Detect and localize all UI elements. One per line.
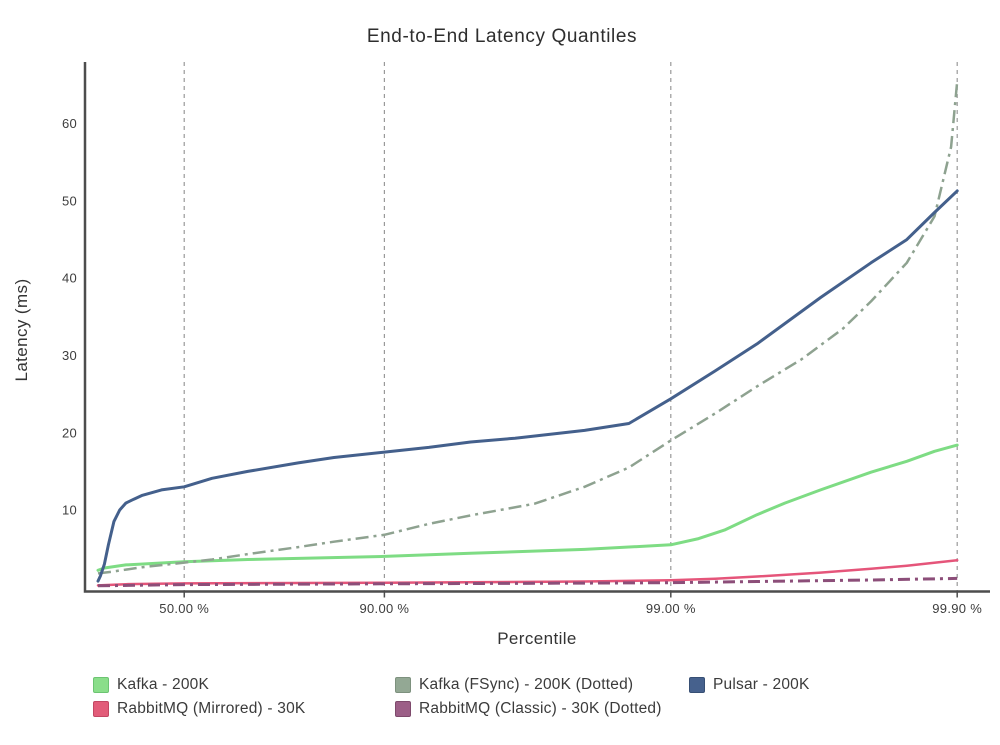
y-tick-label: 10 — [62, 503, 77, 518]
legend-item-kafka-fsync-200k-dotted[interactable]: Kafka (FSync) - 200K (Dotted) — [395, 676, 633, 694]
legend-item-rabbitmq-classic-30k-dotted[interactable]: RabbitMQ (Classic) - 30K (Dotted) — [395, 700, 662, 718]
x-tick-label: 99.90 % — [932, 601, 982, 616]
y-tick-label: 30 — [62, 348, 77, 363]
chart-title: End-to-End Latency Quantiles — [367, 26, 637, 47]
series-line-kafka-fsync-200k-dotted — [97, 81, 959, 575]
legend-swatch-pulsar-200k — [689, 677, 705, 693]
legend-item-pulsar-200k[interactable]: Pulsar - 200K — [689, 676, 810, 694]
x-tick-label: 99.00 % — [646, 601, 696, 616]
y-tick-label: 50 — [62, 193, 77, 208]
legend-item-rabbitmq-mirrored-30k[interactable]: RabbitMQ (Mirrored) - 30K — [93, 700, 305, 718]
series-line-pulsar-200k — [96, 189, 959, 583]
legend-swatch-kafka-200k — [93, 677, 109, 693]
y-axis-title: Latency (ms) — [12, 278, 31, 381]
x-tick-label: 90.00 % — [359, 601, 409, 616]
legend-label: Kafka - 200K — [117, 676, 210, 693]
series-line-rabbitmq-classic-30k-dotted — [97, 576, 958, 588]
legend-label: RabbitMQ (Mirrored) - 30K — [117, 700, 306, 717]
y-tick-label: 20 — [62, 425, 77, 440]
series-layer — [96, 81, 959, 588]
legend-swatch-rabbitmq-classic-30k-dotted — [395, 701, 411, 717]
gridlines-layer — [183, 62, 958, 592]
tick-labels-layer: 50.00 % 90.00 % 99.00 % 99.90 % 10 20 30 40 50 60 — [62, 116, 982, 616]
x-tick-label: 50.00 % — [159, 601, 209, 616]
legend-item-kafka-200k[interactable]: Kafka - 200K — [93, 676, 209, 694]
x-axis-title: Percentile — [497, 629, 577, 648]
legend-swatch-kafka-fsync-200k-dotted — [395, 677, 411, 693]
latency-quantiles-chart: End-to-End Latency Quantiles 50.00 % 90.0… — [12, 26, 990, 648]
legend-label: RabbitMQ (Classic) - 30K (Dotted) — [419, 700, 662, 717]
legend-label: Pulsar - 200K — [713, 676, 810, 693]
series-line-kafka-200k — [96, 443, 959, 572]
legend-swatch-rabbitmq-mirrored-30k — [93, 701, 109, 717]
axes-layer — [83, 62, 990, 598]
legend-label: Kafka (FSync) - 200K (Dotted) — [419, 676, 634, 693]
y-tick-label: 40 — [62, 271, 77, 286]
axis-lines — [83, 62, 990, 593]
y-tick-label: 60 — [62, 116, 77, 131]
legend: Kafka - 200K Kafka (FSync) - 200K (Dotted… — [0, 660, 1000, 745]
